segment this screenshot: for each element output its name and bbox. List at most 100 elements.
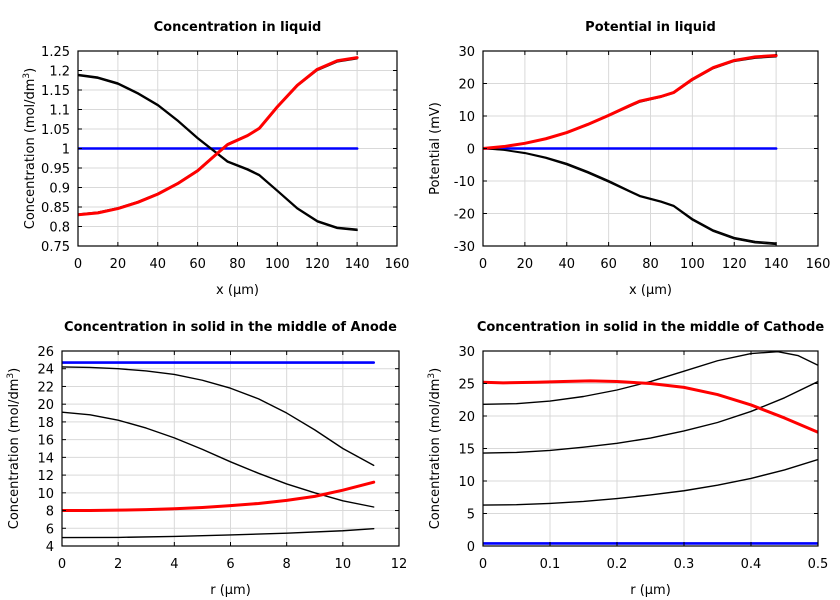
x-tick-label: 6 [226,557,234,572]
y-tick-label: 5 [467,508,475,523]
y-tick-label: 1.2 [49,65,70,80]
y-tick-label: 14 [37,451,54,466]
x-tick-label: 0.5 [808,557,829,572]
y-tick-label: 22 [37,380,54,395]
y-tick-label: 10 [37,487,54,502]
y-tick-label: 16 [37,434,54,449]
y-tick-label: 20 [458,78,475,93]
x-tick-label: 0.1 [540,557,561,572]
x-tick-label: 0.2 [607,557,628,572]
chart-panel-3: 0 2 4 6 8 10 12468101214161820222426Concentrat… [6,320,407,598]
x-tick-label: 140 [345,257,370,272]
series-group [483,351,818,545]
y-tick-label: 0.9 [49,182,70,197]
x-tick-label: 80 [642,257,659,272]
y-tick-label: 4 [46,540,54,555]
x-tick-label: 120 [722,257,747,272]
y-tick-label: 8 [46,505,54,520]
x-tick-label: 60 [600,257,617,272]
x-tick-label: 0 [479,257,487,272]
x-tick-label: 8 [283,557,291,572]
x-tick-label: 100 [680,257,705,272]
x-tick-label: 0.3 [674,557,695,572]
y-tick-label: -20 [454,208,475,223]
series-line-5 [78,56,359,217]
chart-panel-1: 0 20 40 60 80 100 120 140 160 0.75 0.8 0.85 0.9 0.95 1… [22,20,409,298]
y-tick-label: 1.1 [49,104,70,119]
series-line-2 [483,351,818,405]
y-tick-label: 0.95 [41,162,70,177]
x-tick-label: 60 [189,257,206,272]
y-tick-label: 0.75 [41,240,70,255]
y-tick-label: 0.85 [41,201,70,216]
x-axis-label: r (µm) [210,583,251,598]
chart-panel-4: 0 0.1 0.2 0.3 0.4 0.5051015202530Concentratio… [427,320,828,598]
y-axis-label: Potential (mV) [428,102,443,195]
series-line-4 [483,458,818,506]
x-tick-label: 10 [335,557,352,572]
y-tick-label: 0.8 [49,221,70,236]
series-line-2 [62,366,375,467]
y-tick-label: 1.15 [41,84,70,99]
y-tick-label: 12 [37,469,54,484]
y-tick-label: -10 [454,175,475,190]
x-tick-label: 0 [74,257,82,272]
y-tick-label: 0 [467,540,475,555]
y-tick-label: 30 [458,45,475,60]
x-tick-label: 0.4 [741,557,762,572]
x-tick-label: 140 [764,257,789,272]
series-group [78,56,359,232]
y-axis-label: Concentration (mol/dm3) [6,368,22,530]
series-line-5 [483,379,818,434]
y-tick-label: 1 [62,143,70,158]
y-tick-label: 18 [37,416,54,431]
y-tick-label: 0 [467,143,475,158]
x-tick-label: 40 [558,257,575,272]
x-tick-label: 0 [58,557,66,572]
x-tick-label: 80 [229,257,246,272]
y-tick-label: 1.05 [41,123,70,138]
chart-title: Concentration in solid in the middle of … [477,320,825,335]
x-tick-label: 100 [265,257,290,272]
y-tick-label: -30 [454,240,475,255]
chart-title: Concentration in liquid [154,20,322,35]
x-tick-label: 2 [114,557,122,572]
chart-title: Potential in liquid [585,20,716,35]
x-axis-label: x (µm) [629,283,672,298]
series-line-2 [78,74,358,232]
y-tick-label: 25 [458,378,475,393]
x-tick-label: 160 [806,257,831,272]
series-line-3 [483,380,818,454]
series-group [483,54,778,246]
x-tick-label: 20 [517,257,534,272]
series-line-4 [62,528,375,539]
y-tick-label: 1.25 [41,45,70,60]
series-line-4 [483,56,777,150]
y-tick-label: 20 [458,410,475,425]
y-axis-label: Concentration (mol/dm3) [22,68,38,230]
y-tick-label: 26 [37,345,54,360]
x-tick-label: 120 [305,257,330,272]
y-tick-label: 10 [458,475,475,490]
series-line-3 [78,73,358,230]
chart-title: Concentration in solid in the middle of … [64,320,397,335]
chart-panel-2: 0 20 40 60 80 100 120 140 160 -30 -20 -10 0 10 20 30 Pot… [428,20,830,298]
series-line-3 [483,147,777,244]
x-axis-label: x (µm) [216,283,259,298]
series-group [62,361,376,539]
x-tick-label: 4 [170,557,178,572]
y-tick-label: 24 [37,363,54,378]
series-line-4 [78,58,358,215]
y-tick-label: 15 [458,443,475,458]
y-tick-label: 10 [458,110,475,125]
series-line-5 [483,54,778,150]
x-tick-label: 40 [149,257,166,272]
x-tick-label: 0 [479,557,487,572]
x-tick-label: 160 [385,257,410,272]
y-tick-label: 20 [37,398,54,413]
x-tick-label: 12 [391,557,408,572]
series-line-5 [62,480,376,513]
series-line-2 [483,147,777,246]
x-axis-label: r (µm) [630,583,671,598]
